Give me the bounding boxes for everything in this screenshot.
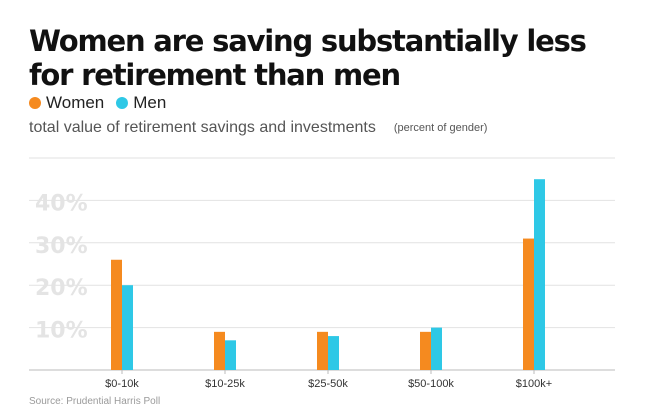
legend-item-women: Women <box>29 93 104 113</box>
y-tick-label-30: 30% <box>35 234 88 259</box>
bar-women-4 <box>523 238 534 370</box>
bar-women-3 <box>420 331 431 370</box>
y-axis-ticks: 10% 20% 30% 40% <box>35 191 88 343</box>
bar-women-1 <box>214 331 225 370</box>
unit-note: (percent of gender) <box>393 122 488 134</box>
y-tick-label-20: 20% <box>35 276 88 301</box>
y-tick-label-40: 40% <box>35 191 88 216</box>
bar-men-3 <box>431 327 442 370</box>
legend-item-men: Men <box>116 93 166 113</box>
x-tick-label-2: $25-50k <box>308 378 348 390</box>
legend: Women Men <box>29 93 178 113</box>
bar-women-0 <box>111 259 122 370</box>
bar-women-2 <box>317 331 328 370</box>
legend-label-women: Women <box>46 93 105 112</box>
x-tick-label-0: $0-10k <box>105 378 139 390</box>
x-tick-label-4: $100k+ <box>516 378 552 390</box>
y-tick-label-10: 10% <box>35 319 88 344</box>
x-axis-ticks: $0-10k $10-25k $25-50k $50-100k $100k+ <box>105 370 552 390</box>
bar-men-4 <box>534 179 545 370</box>
x-tick-label-1: $10-25k <box>205 378 245 390</box>
subtitle-text: total value of retirement savings and in… <box>29 119 376 136</box>
bar-men-1 <box>225 340 236 370</box>
source-note: Source: Prudential Harris Poll <box>29 396 161 407</box>
legend-label-men: Men <box>133 93 167 112</box>
chart-title: Women are saving substantially less for … <box>29 24 587 92</box>
legend-swatch-men <box>116 97 129 109</box>
bar-men-0 <box>122 285 133 370</box>
x-tick-label-3: $50-100k <box>408 378 454 390</box>
chart-subtitle: total value of retirement savings and in… <box>29 119 487 137</box>
bar-men-2 <box>328 336 339 370</box>
bars <box>111 179 545 370</box>
legend-swatch-women <box>29 97 41 109</box>
